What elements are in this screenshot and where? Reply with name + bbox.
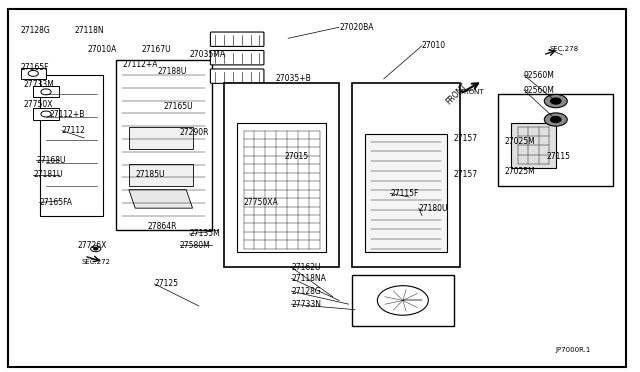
- Text: 27181U: 27181U: [33, 170, 63, 179]
- Bar: [352, 83, 460, 267]
- Text: 27726X: 27726X: [78, 241, 108, 250]
- Text: 27864R: 27864R: [148, 222, 177, 231]
- Text: 27112: 27112: [62, 126, 86, 135]
- Text: 27112+A: 27112+A: [122, 60, 158, 69]
- Bar: [33, 86, 59, 97]
- Text: 27128G: 27128G: [291, 287, 321, 296]
- Polygon shape: [129, 190, 193, 208]
- Text: 27010: 27010: [422, 41, 446, 50]
- Text: 27733N: 27733N: [291, 300, 321, 309]
- Text: 92560M: 92560M: [524, 86, 555, 94]
- Text: JP7000R.1: JP7000R.1: [556, 347, 591, 353]
- Bar: [365, 134, 447, 253]
- FancyBboxPatch shape: [211, 32, 264, 46]
- Circle shape: [550, 116, 561, 122]
- Text: 27010A: 27010A: [88, 45, 116, 54]
- Circle shape: [550, 98, 561, 104]
- Text: 27162U: 27162U: [291, 263, 321, 272]
- Bar: [20, 68, 46, 79]
- FancyBboxPatch shape: [129, 127, 193, 149]
- Bar: [225, 83, 339, 267]
- Text: SEC.278: SEC.278: [549, 46, 579, 52]
- Text: 27015: 27015: [285, 152, 309, 161]
- Text: 27165FA: 27165FA: [40, 198, 72, 207]
- Text: 27118N: 27118N: [75, 26, 104, 35]
- Text: SEC.272: SEC.272: [81, 259, 110, 265]
- Text: 27115: 27115: [546, 152, 570, 161]
- FancyBboxPatch shape: [211, 69, 264, 83]
- Text: 27157: 27157: [454, 134, 478, 142]
- Circle shape: [378, 286, 428, 315]
- Bar: [237, 123, 326, 253]
- Text: 27135M: 27135M: [189, 230, 220, 238]
- Text: 27750XA: 27750XA: [244, 198, 278, 207]
- Text: 27168U: 27168U: [36, 155, 66, 165]
- Text: FRONT: FRONT: [460, 89, 484, 95]
- Text: 27185U: 27185U: [135, 170, 164, 179]
- Circle shape: [94, 248, 98, 250]
- Text: 27167U: 27167U: [141, 45, 172, 54]
- Text: 27020BA: 27020BA: [339, 23, 374, 32]
- Bar: [511, 123, 556, 167]
- Circle shape: [544, 113, 567, 126]
- Text: 27035MA: 27035MA: [189, 51, 225, 60]
- Bar: [352, 275, 454, 326]
- Text: 27118NA: 27118NA: [291, 274, 326, 283]
- Text: 27115F: 27115F: [390, 189, 419, 198]
- Text: 27112+B: 27112+B: [49, 109, 84, 119]
- Bar: [116, 61, 212, 230]
- Text: 92560M: 92560M: [524, 71, 555, 80]
- Text: 27157: 27157: [454, 170, 478, 179]
- Text: 27035+B: 27035+B: [275, 74, 311, 83]
- Text: 27188U: 27188U: [157, 67, 187, 76]
- Circle shape: [91, 246, 100, 252]
- FancyBboxPatch shape: [129, 164, 193, 186]
- Text: 27165U: 27165U: [164, 102, 193, 111]
- Text: 27733M: 27733M: [24, 80, 54, 89]
- Text: 27750X: 27750X: [24, 100, 53, 109]
- Circle shape: [544, 94, 567, 108]
- FancyBboxPatch shape: [40, 75, 103, 215]
- Text: 27580M: 27580M: [180, 241, 211, 250]
- Bar: [499, 94, 613, 186]
- FancyBboxPatch shape: [211, 51, 264, 65]
- Text: 27125: 27125: [154, 279, 179, 288]
- Text: 27025M: 27025M: [505, 167, 536, 176]
- Text: FRONT: FRONT: [445, 81, 469, 106]
- Text: 27290R: 27290R: [180, 128, 209, 137]
- Bar: [33, 109, 59, 119]
- Text: 27180U: 27180U: [419, 203, 448, 213]
- Text: 27165F: 27165F: [20, 63, 49, 72]
- Text: 27025M: 27025M: [505, 137, 536, 146]
- Text: 27128G: 27128G: [20, 26, 51, 35]
